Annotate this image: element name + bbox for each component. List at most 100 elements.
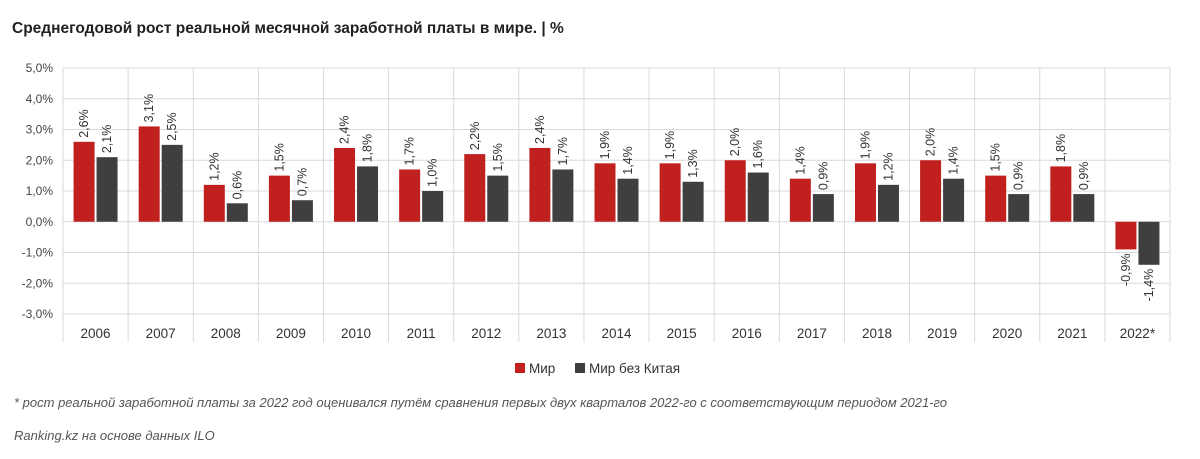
footnote: * рост реальной заработной платы за 2022… <box>14 395 947 410</box>
data-label: 1,2% <box>207 152 221 181</box>
data-label: 1,5% <box>272 143 286 172</box>
data-label: 1,9% <box>858 131 872 160</box>
y-tick-label: -2,0% <box>22 276 54 290</box>
bar-world-ex-china <box>617 178 639 222</box>
bar-world <box>334 147 356 222</box>
chart-title: Среднегодовой рост реальной месячной зар… <box>12 20 564 37</box>
data-label: 3,1% <box>142 94 156 123</box>
data-label: 1,8% <box>1054 134 1068 163</box>
data-label: 1,7% <box>556 137 570 166</box>
x-category-label: 2021 <box>1057 326 1087 341</box>
data-label: 2,6% <box>77 109 91 138</box>
bar-world <box>73 141 95 222</box>
x-category-label: 2012 <box>471 326 501 341</box>
bar-world <box>854 163 876 222</box>
data-label: 0,9% <box>1012 162 1026 190</box>
data-label: 1,4% <box>621 146 635 175</box>
bar-world <box>724 160 746 222</box>
bar-world-ex-china <box>552 169 574 222</box>
x-category-label: 2019 <box>927 326 957 341</box>
x-category-label: 2008 <box>211 326 241 341</box>
x-category-label: 2020 <box>992 326 1022 341</box>
x-category-label: 2022* <box>1120 326 1156 341</box>
bar-world <box>268 175 290 222</box>
data-label: 1,9% <box>663 131 677 160</box>
data-label: 2,4% <box>338 115 352 144</box>
source-note: Ranking.kz на основе данных ILO <box>14 428 215 443</box>
bar-world-ex-china <box>226 203 248 222</box>
bar-world <box>529 147 551 222</box>
x-category-label: 2014 <box>601 326 632 341</box>
bar-world-ex-china <box>161 144 183 222</box>
x-category-label: 2007 <box>146 326 176 341</box>
bar-world <box>1115 221 1137 250</box>
x-category-label: 2006 <box>81 326 111 341</box>
bar-world <box>464 154 486 222</box>
x-category-label: 2017 <box>797 326 827 341</box>
bar-world-ex-china <box>357 166 379 222</box>
x-category-label: 2009 <box>276 326 306 341</box>
data-label: 1,9% <box>598 131 612 160</box>
data-label: 1,0% <box>426 159 440 188</box>
data-label: -0,9% <box>1119 253 1133 286</box>
bar-world-ex-china <box>1008 194 1030 222</box>
legend-swatch <box>575 363 585 373</box>
data-label: 2,4% <box>533 115 547 144</box>
bar-world <box>659 163 681 222</box>
bar-world <box>985 175 1007 222</box>
data-label: 0,7% <box>295 168 309 197</box>
bar-world-ex-china <box>291 200 313 222</box>
data-label: -1,4% <box>1142 269 1156 302</box>
y-tick-label: 5,0% <box>26 61 54 75</box>
y-tick-label: 3,0% <box>26 123 54 137</box>
legend-label: Мир без Китая <box>589 361 680 376</box>
bar-world <box>789 178 811 222</box>
bar-world-ex-china <box>1138 221 1160 265</box>
data-label: 1,8% <box>361 134 375 163</box>
bar-world-ex-china <box>487 175 509 222</box>
data-label: 2,5% <box>165 112 179 141</box>
data-label: 2,0% <box>728 128 742 157</box>
data-label: 0,9% <box>1077 162 1091 191</box>
legend-swatch <box>515 363 525 373</box>
bar-world <box>203 184 225 222</box>
x-category-label: 2016 <box>732 326 762 341</box>
bar-world-ex-china <box>812 194 834 222</box>
data-label: 1,6% <box>751 140 765 169</box>
bar-world <box>138 126 160 222</box>
bar-world <box>1050 166 1072 222</box>
data-label: 1,3% <box>686 149 700 178</box>
x-category-label: 2010 <box>341 326 371 341</box>
data-label: 0,6% <box>230 171 244 200</box>
data-label: 2,0% <box>924 128 938 157</box>
y-tick-label: 4,0% <box>26 92 54 106</box>
y-tick-label: 2,0% <box>26 153 54 167</box>
bar-world-ex-china <box>422 191 444 222</box>
x-category-label: 2013 <box>536 326 566 341</box>
data-label: 1,5% <box>491 143 505 172</box>
data-label: 0,9% <box>816 162 830 191</box>
y-tick-label: 0,0% <box>26 215 54 229</box>
data-label: 2,1% <box>100 125 114 154</box>
bar-world-ex-china <box>682 181 704 222</box>
data-label: 1,5% <box>989 143 1003 171</box>
bar-world-ex-china <box>96 157 118 222</box>
x-category-label: 2018 <box>862 326 892 341</box>
y-tick-label: 1,0% <box>26 184 54 198</box>
bar-world-ex-china <box>877 184 899 222</box>
data-label: 2,2% <box>468 122 482 151</box>
bar-world <box>594 163 616 222</box>
data-label: 1,4% <box>947 146 961 175</box>
legend-label: Мир <box>529 361 555 376</box>
data-label: 1,4% <box>793 146 807 175</box>
x-category-label: 2015 <box>667 326 697 341</box>
bar-world <box>920 160 942 222</box>
y-tick-label: -3,0% <box>22 307 54 321</box>
data-label: 1,7% <box>403 137 417 166</box>
bar-world-ex-china <box>1073 194 1095 222</box>
y-tick-label: -1,0% <box>22 246 54 260</box>
x-category-label: 2011 <box>407 326 436 341</box>
bar-world <box>399 169 421 222</box>
bar-world-ex-china <box>747 172 769 222</box>
